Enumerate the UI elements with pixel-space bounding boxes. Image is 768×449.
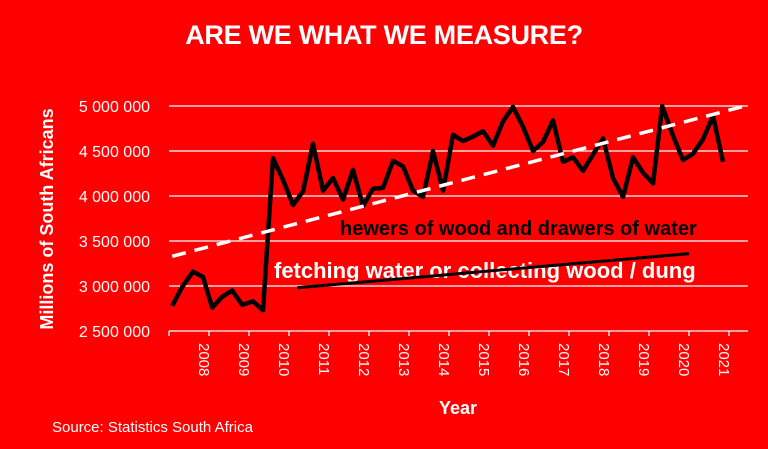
x-tick-label: 2010 bbox=[275, 343, 292, 376]
y-tick-label: 3 000 000 bbox=[79, 279, 150, 296]
source-note: Source: Statistics South Africa bbox=[52, 419, 253, 436]
y-axis: 2 500 000 3 000 000 3 500 000 4 000 000 4 50… bbox=[79, 99, 150, 341]
chart-title: ARE WE WHAT WE MEASURE? bbox=[185, 20, 583, 50]
trendline-fetching bbox=[296, 252, 690, 290]
y-axis-title: Millions of South Africans bbox=[37, 108, 57, 329]
x-tick-label: 2016 bbox=[515, 343, 532, 376]
y-tick-label: 4 000 000 bbox=[79, 189, 150, 206]
annotations: hewers of wood and drawers of waterfetch… bbox=[274, 218, 697, 283]
annotation-hewers: hewers of wood and drawers of water bbox=[340, 218, 697, 240]
x-tick-label: 2021 bbox=[715, 343, 732, 376]
trendline-dashed bbox=[171, 104, 746, 258]
x-tick-label: 2012 bbox=[355, 343, 372, 376]
x-tick-label: 2011 bbox=[315, 343, 332, 375]
y-tick-label: 3 500 000 bbox=[79, 234, 150, 251]
y-tick-label: 5 000 000 bbox=[79, 99, 150, 116]
x-tick-label: 2013 bbox=[395, 343, 412, 376]
y-tick-label: 2 500 000 bbox=[79, 324, 150, 341]
x-tick-label: 2018 bbox=[595, 343, 612, 376]
x-tick-label: 2009 bbox=[235, 343, 252, 376]
y-tick-label: 4 500 000 bbox=[79, 144, 150, 161]
x-tick-label: 2020 bbox=[675, 343, 692, 376]
x-axis-title: Year bbox=[439, 398, 477, 418]
x-tick-label: 2015 bbox=[475, 343, 492, 376]
x-tick-label: 2019 bbox=[635, 343, 652, 376]
x-tick-label: 2017 bbox=[555, 343, 572, 376]
x-tick-label: 2008 bbox=[195, 343, 212, 376]
x-axis: 2008 2009 2010 2011 2012 2013 2014 2015 2016 2017… bbox=[168, 330, 748, 376]
x-tick-label: 2014 bbox=[435, 343, 452, 376]
series-lines bbox=[170, 103, 746, 313]
series-line-hewers bbox=[170, 103, 726, 313]
